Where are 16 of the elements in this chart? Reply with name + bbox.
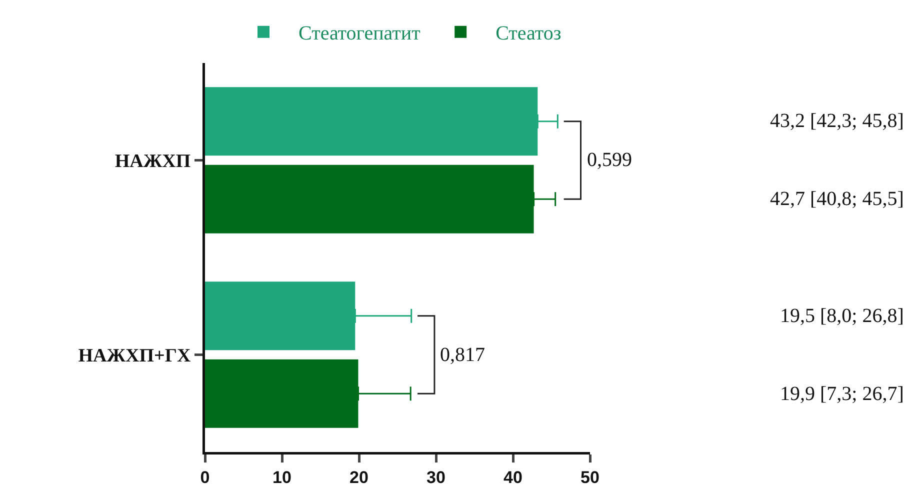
legend-label: Стеатоз [496, 22, 562, 45]
x-tick-label: 0 [200, 468, 210, 487]
text: 43,2 [42,3; 45,8] [770, 110, 904, 132]
x-tick-label: 40 [504, 468, 522, 487]
text: 19,9 [7,3; 26,7] [780, 383, 904, 405]
annotation: 0,599 [587, 149, 632, 171]
x-tick-label: 50 [580, 468, 600, 487]
legend-label: Стеатогепатит [298, 22, 421, 45]
text: 42,7 [40,8; 45,5] [770, 188, 904, 210]
x-tick-label: 10 [272, 468, 292, 487]
annotation: 0,817 [440, 344, 485, 366]
x-tick-label: 20 [350, 468, 368, 487]
text: 19,5 [8,0; 26,8] [780, 305, 904, 327]
y-tick-label: НАЖХП+ГХ [78, 345, 191, 366]
x-tick-label: 30 [426, 468, 446, 487]
y-tick-label: НАЖХП [114, 150, 191, 172]
